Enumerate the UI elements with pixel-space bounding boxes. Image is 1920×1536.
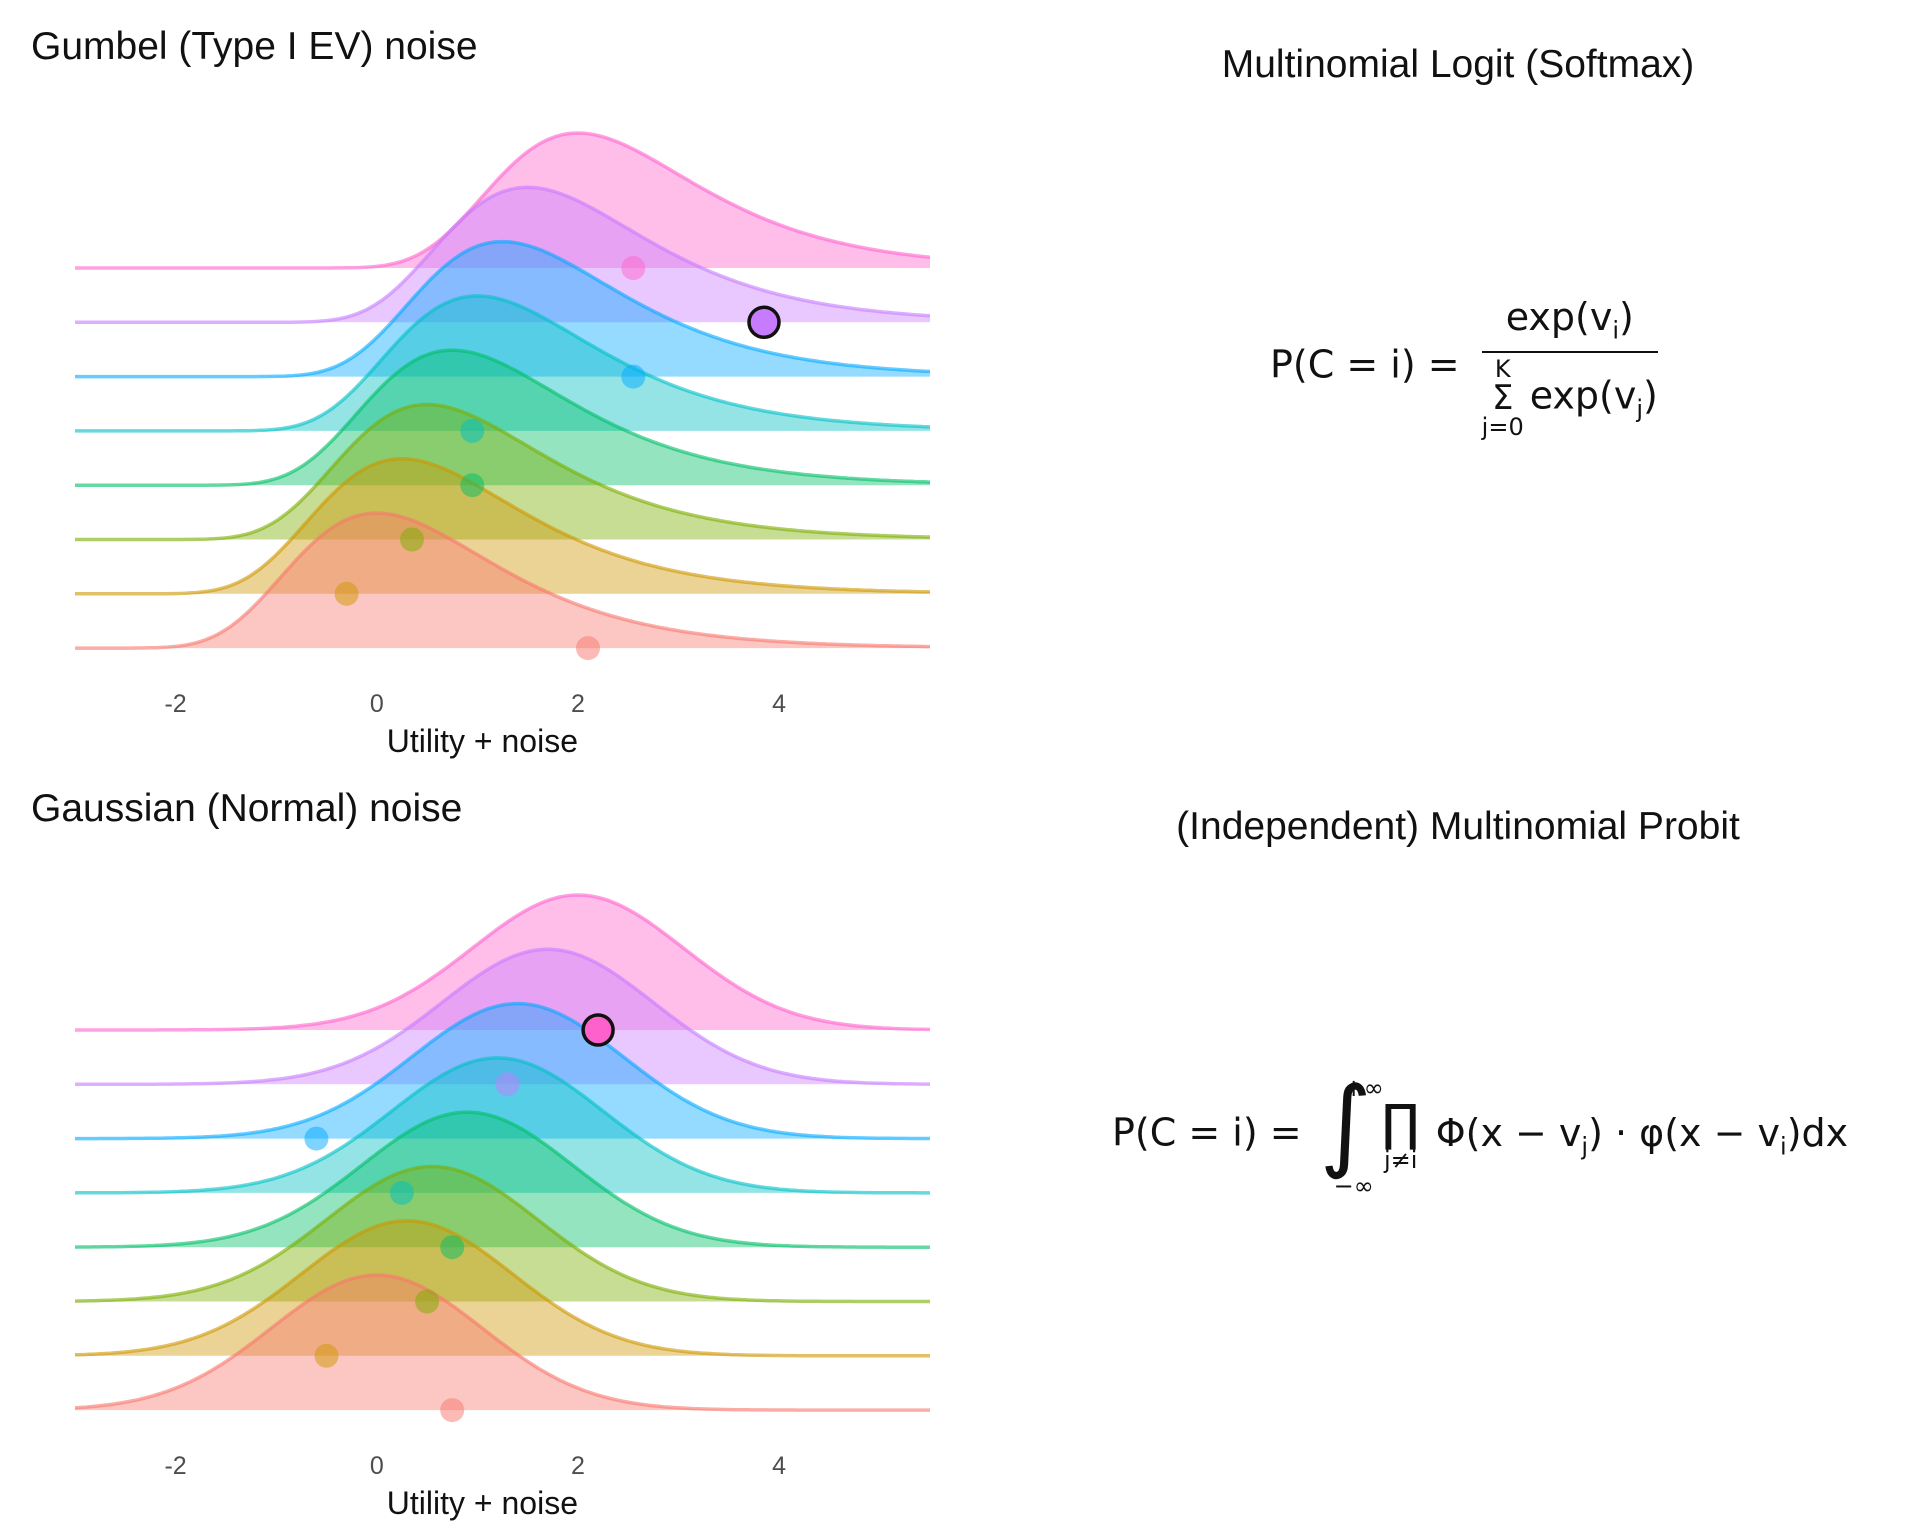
chosen-sample-point	[581, 1013, 615, 1047]
sample-point-7	[621, 256, 646, 280]
ridge-area-1	[75, 1220, 930, 1356]
probit-formula-title: (Independent) Multinomial Probit	[1176, 805, 1740, 848]
probit-lhs: P(C = i) =	[1112, 1110, 1302, 1155]
x-tick-label: 2	[571, 1452, 585, 1480]
ridge-line-1	[75, 457, 931, 596]
x-axis-title: Utility + noise	[387, 1485, 578, 1521]
ridge-area-4	[75, 1057, 930, 1193]
probit-formula: P(C = i) = ∫ +∞ −∞ ∏ j≠i Φ(x − vj) · φ(x…	[1112, 1065, 1849, 1201]
ridge-line-1	[74, 1219, 930, 1358]
integral-operator: ∫ +∞ −∞	[1319, 1065, 1384, 1201]
gumbel-ridgeline-chart: -2 0 2 4 Utility + noise	[75, 131, 931, 759]
ridge-line-7	[75, 893, 931, 1032]
sample-point-3	[460, 473, 485, 498]
logit-fraction: exp(vi) K Σ j=0 exp(vj)	[1481, 295, 1658, 441]
ridge-line-4	[74, 1056, 930, 1195]
gumbel-panel-title: Gumbel (Type I EV) noise	[31, 25, 478, 68]
ridge-line-0	[74, 1273, 930, 1412]
ridge-area-3	[75, 350, 930, 486]
x-tick-label: 0	[370, 690, 384, 718]
ridge-line-3	[75, 348, 931, 487]
ridge-area-2	[75, 1166, 930, 1302]
sample-point-1	[314, 1343, 339, 1368]
logit-lhs: P(C = i) =	[1270, 342, 1460, 387]
sample-point-4	[389, 1180, 414, 1205]
sample-point-5	[621, 364, 646, 389]
x-axis-title: Utility + noise	[387, 723, 578, 759]
ridge-line-0	[75, 511, 930, 650]
x-tick-label: 2	[571, 690, 585, 718]
ridge-line-6	[75, 185, 931, 325]
ridge-line-6	[75, 947, 930, 1087]
ridge-area-5	[75, 241, 930, 377]
sample-point-2	[415, 1289, 440, 1314]
sample-point-4	[460, 418, 485, 443]
product-operator: ∏ j≠i	[1381, 1094, 1420, 1174]
ridge-line-5	[75, 1001, 930, 1141]
sample-point-1	[334, 581, 359, 606]
ridge-line-3	[74, 1110, 930, 1249]
sample-point-2	[400, 527, 424, 552]
sample-point-6	[495, 1072, 520, 1097]
sample-point-3	[440, 1235, 465, 1260]
ridge-area-6	[75, 187, 930, 323]
ridge-line-2	[74, 1164, 930, 1304]
ridge-line-7	[75, 131, 931, 270]
ridge-area-2	[75, 404, 930, 540]
logit-formula-title: Multinomial Logit (Softmax)	[1221, 43, 1695, 86]
ridge-area-0	[75, 513, 930, 649]
gaussian-panel-title: Gaussian (Normal) noise	[31, 787, 463, 830]
ridge-area-1	[75, 458, 930, 594]
x-tick-label: 0	[370, 1452, 384, 1480]
ridge-area-3	[75, 1112, 930, 1248]
x-tick-label: -2	[164, 690, 186, 718]
logit-numerator: exp(vi)	[1481, 295, 1658, 353]
ridge-line-4	[75, 294, 931, 433]
sample-point-0	[576, 636, 600, 661]
ridge-area-0	[75, 1275, 930, 1411]
ridge-area-6	[75, 949, 930, 1085]
sum-operator: K Σ j=0	[1481, 354, 1524, 441]
ridge-area-7	[75, 133, 930, 268]
sample-point-0	[440, 1398, 465, 1423]
sample-point-5	[304, 1126, 329, 1151]
chosen-sample-point	[747, 305, 781, 340]
ridge-line-5	[75, 239, 931, 379]
ridge-line-2	[75, 402, 930, 542]
logit-formula: P(C = i) = exp(vi) K Σ j=0 exp(vj)	[1270, 295, 1658, 439]
x-tick-label: 4	[772, 1452, 786, 1480]
ridge-area-5	[75, 1003, 930, 1139]
gaussian-ridgeline-chart: -2 0 2 4 Utility + noise	[74, 893, 931, 1521]
x-tick-label: -2	[164, 1452, 186, 1480]
x-tick-label: 4	[772, 690, 786, 718]
probit-integrand: Φ(x − vj) · φ(x − vi)dx	[1435, 1110, 1849, 1161]
logit-denominator: K Σ j=0 exp(vj)	[1481, 354, 1658, 441]
